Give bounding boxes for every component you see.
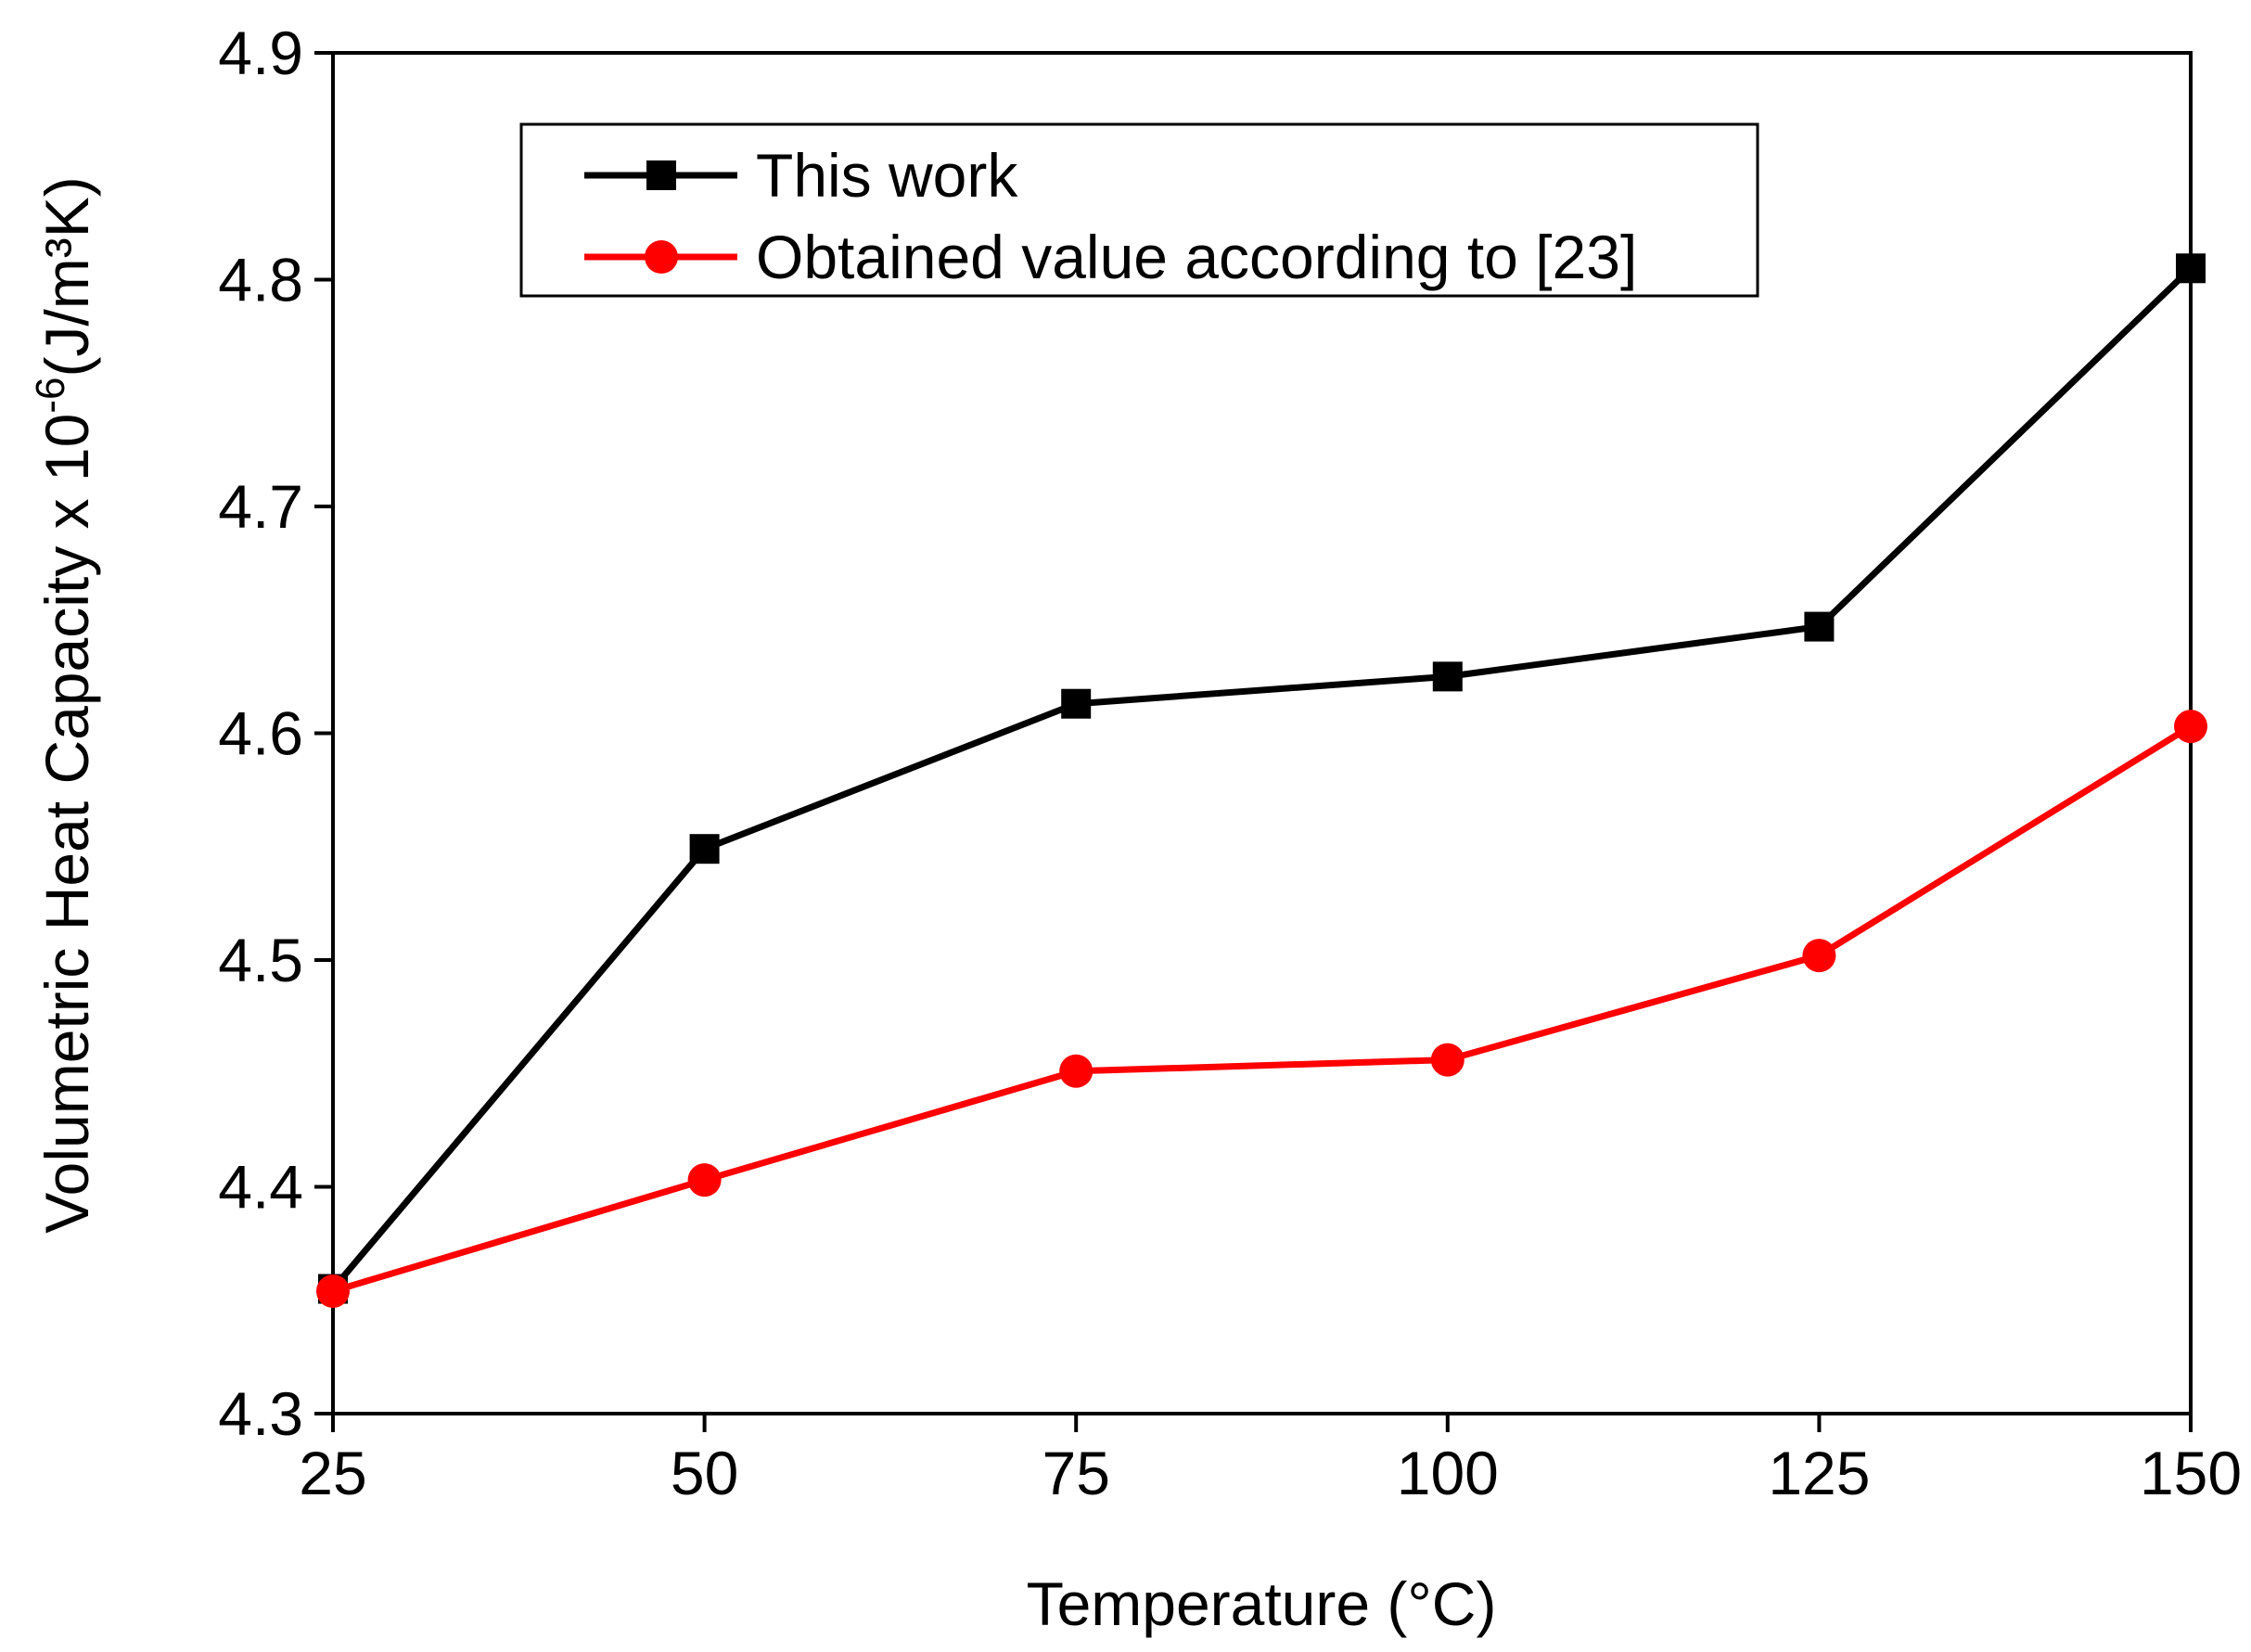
x-tick-label: 100 <box>1397 1439 1499 1507</box>
y-axis-title: Volumetric Heat Capacity x 10-6(J/m³K) <box>28 176 101 1233</box>
data-point-circle <box>687 1163 722 1197</box>
y-tick-label: 4.3 <box>218 1379 303 1448</box>
x-axis-title: Temperature (°C) <box>1027 1569 1497 1638</box>
data-point-circle <box>1430 1043 1464 1077</box>
x-tick-label: 125 <box>1768 1439 1870 1507</box>
data-point-circle <box>316 1274 350 1308</box>
y-axis-title-unit: (J/m³K) <box>32 176 101 377</box>
legend-label-1: This work <box>756 141 1018 210</box>
series-line-2 <box>331 724 2193 1295</box>
data-point-square <box>1061 688 1092 719</box>
legend-box <box>519 122 1759 298</box>
y-tick-label: 4.7 <box>218 472 303 541</box>
y-tick-label: 4.8 <box>218 246 303 314</box>
data-point-circle <box>2174 710 2207 744</box>
data-point-square <box>689 834 720 864</box>
x-tick-label: 75 <box>1042 1439 1109 1507</box>
y-axis-title-main: Volumetric Heat Capacity x 10 <box>32 414 101 1234</box>
x-tick-label: 50 <box>671 1439 738 1507</box>
y-axis-title-exponent: -6 <box>28 378 73 414</box>
y-tick-label: 4.4 <box>218 1153 303 1222</box>
x-tick-label: 25 <box>299 1439 366 1507</box>
data-point-square <box>2176 253 2206 284</box>
legend-label-2: Obtained value according to [23] <box>756 223 1637 291</box>
legend-marker-square <box>646 160 676 190</box>
y-tick-label: 4.5 <box>218 926 303 994</box>
y-tick-label: 4.6 <box>218 699 303 768</box>
x-tick-label: 150 <box>2140 1439 2242 1507</box>
data-point-circle <box>1802 939 1836 973</box>
y-tick-label: 4.9 <box>218 19 303 87</box>
series-line-1 <box>330 265 2193 1291</box>
data-point-square <box>1804 611 1835 642</box>
data-point-circle <box>1059 1054 1094 1088</box>
data-point-square <box>1432 661 1463 692</box>
legend-marker-circle <box>645 240 678 274</box>
